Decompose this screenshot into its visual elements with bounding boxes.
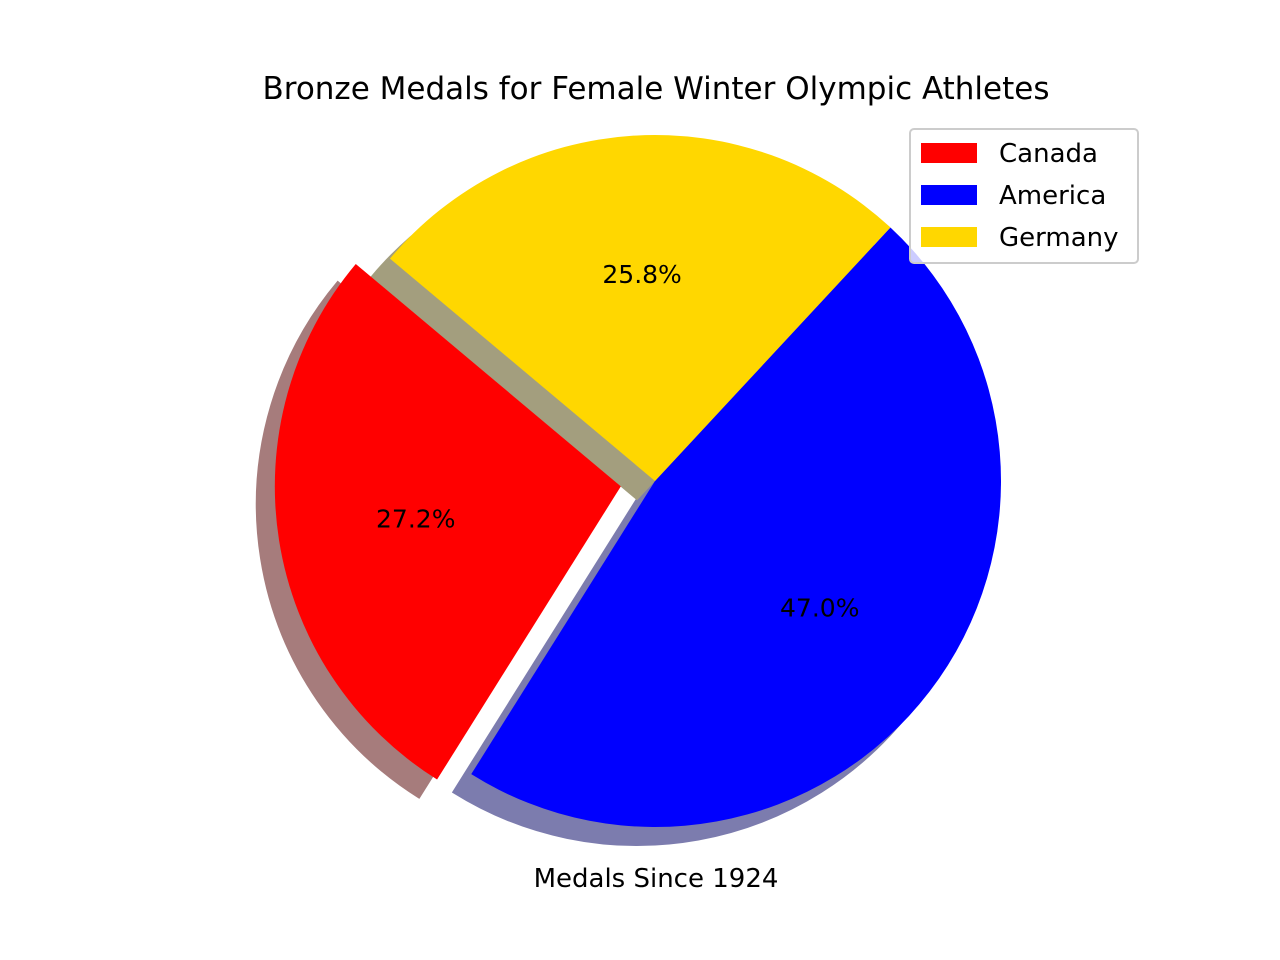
legend: Canada America Germany <box>909 128 1139 264</box>
pie-slices <box>274 135 1001 827</box>
percent-label-america: 47.0% <box>780 593 859 622</box>
slice-canada <box>274 263 621 780</box>
x-axis-label: Medals Since 1924 <box>534 864 779 894</box>
legend-swatch-germany <box>921 227 977 247</box>
legend-label-canada: Canada <box>999 139 1098 169</box>
slice-america <box>471 227 1001 827</box>
percent-label-germany: 25.8% <box>602 260 681 289</box>
legend-label-america: America <box>999 181 1106 211</box>
percent-labels: 27.2% 47.0% 25.8% <box>376 260 859 623</box>
slice-germany <box>389 135 891 482</box>
percent-label-canada: 27.2% <box>376 505 455 534</box>
legend-label-germany: Germany <box>999 223 1119 253</box>
chart-title: Bronze Medals for Female Winter Olympic … <box>262 71 1049 107</box>
legend-swatch-america <box>921 185 977 205</box>
legend-swatch-canada <box>921 143 977 163</box>
